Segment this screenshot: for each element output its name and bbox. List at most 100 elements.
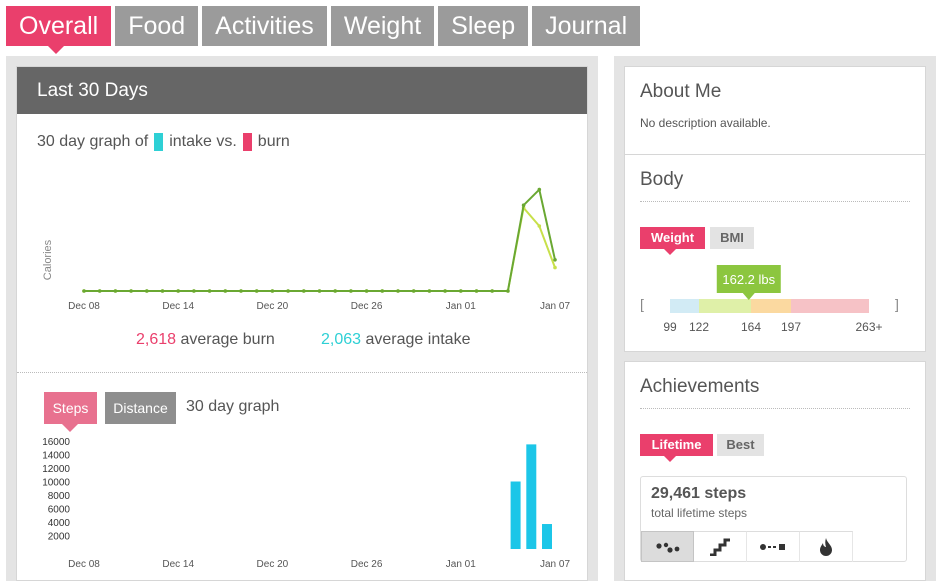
data-point-burn xyxy=(176,289,180,293)
data-point-burn xyxy=(490,289,495,293)
data-point-burn xyxy=(302,289,306,293)
weight-tab[interactable]: Weight xyxy=(640,227,705,255)
achievements-title: Achievements xyxy=(640,376,760,397)
data-point-intake xyxy=(553,265,557,270)
data-point-burn xyxy=(286,289,290,293)
series-line-burn xyxy=(84,187,556,292)
y-tick-label: 4000 xyxy=(48,518,71,529)
weight-value: 162.2 lbs xyxy=(722,272,775,287)
lifetime-tab[interactable]: Lifetime xyxy=(640,434,713,462)
data-point-burn xyxy=(254,289,259,293)
data-point-burn xyxy=(270,289,275,293)
scale-bracket-right: ] xyxy=(895,296,899,312)
flame-icon[interactable] xyxy=(800,531,853,562)
average-burn-label: average burn xyxy=(180,331,275,348)
stairs-icon[interactable] xyxy=(694,531,747,562)
data-point-burn xyxy=(129,289,133,293)
y-axis-label: Calories xyxy=(42,239,54,280)
tab-weight[interactable]: Weight xyxy=(330,6,435,46)
tab-sleep[interactable]: Sleep xyxy=(438,6,529,46)
data-point-burn xyxy=(364,289,369,293)
data-point-burn xyxy=(207,289,212,293)
weight-marker xyxy=(716,265,781,293)
overview-header: Last 30 Days xyxy=(17,67,587,114)
data-point-burn xyxy=(537,187,542,192)
data-point-burn xyxy=(506,289,510,293)
tab-journal[interactable]: Journal xyxy=(532,6,641,46)
y-tick-label: 16000 xyxy=(42,437,70,448)
scale-tick-label: 263+ xyxy=(855,320,882,334)
data-point-burn xyxy=(333,289,338,293)
weight-scale: [] 162.2 lbs 99 122 164 197 263+ xyxy=(640,265,899,334)
scale-band xyxy=(751,299,791,313)
best-tab[interactable]: Best xyxy=(717,434,764,456)
data-point-burn xyxy=(113,289,118,293)
about-card: About Me No description available. xyxy=(624,66,926,155)
steps-button[interactable]: Steps xyxy=(44,392,97,432)
x-tick-label: Dec 08 xyxy=(68,301,100,312)
data-point-burn xyxy=(474,289,479,293)
x-tick-label: Jan 01 xyxy=(446,559,476,570)
y-tick-label: 14000 xyxy=(42,451,70,462)
overview-panel: Last 30 Days 30 day graph of intake vs. … xyxy=(6,56,598,581)
steps-graph-title: 30 day graph xyxy=(186,398,280,415)
lifetime-steps-value: 29,461 xyxy=(651,485,700,502)
data-point-burn xyxy=(160,289,165,293)
x-tick-label: Jan 01 xyxy=(446,301,476,312)
x-tick-label: Dec 26 xyxy=(351,559,383,570)
data-point-burn xyxy=(443,289,447,293)
scale-band xyxy=(670,299,699,313)
tab-food[interactable]: Food xyxy=(115,6,199,46)
scale-band xyxy=(791,299,869,313)
intake-swatch xyxy=(154,133,164,151)
steps-chart: 2000 4000 6000 8000 10000 12000 14000 16000 Dec… xyxy=(42,437,570,570)
legend-prefix: 30 day graph of xyxy=(37,133,149,150)
lifetime-steps-subtitle: total lifetime steps xyxy=(651,506,748,520)
scale-band xyxy=(699,299,751,313)
steps-bar xyxy=(526,444,537,549)
achievement-icon-row xyxy=(641,531,853,562)
x-tick-label: Dec 08 xyxy=(68,559,100,570)
x-tick-label: Dec 14 xyxy=(162,301,194,312)
legend-burn: burn xyxy=(257,133,290,150)
calorie-chart: Calories Dec 08 Dec 14 Dec 20 Dec 26 Jan 01 J… xyxy=(42,187,570,312)
distance-icon[interactable] xyxy=(747,531,800,562)
steps-bar xyxy=(542,524,552,549)
average-intake-label: average intake xyxy=(365,331,471,348)
weight-marker-pointer xyxy=(742,293,755,300)
chart-legend: 30 day graph of intake vs. burn xyxy=(37,133,290,151)
data-point-burn xyxy=(192,289,196,293)
data-point-burn xyxy=(411,289,416,293)
body-divider xyxy=(640,201,910,202)
y-tick-label: 12000 xyxy=(42,464,70,475)
bmi-tab[interactable]: BMI xyxy=(710,227,754,249)
lifetime-steps-box: 29,461 steps total lifetime steps xyxy=(640,476,907,562)
steps-bar xyxy=(510,481,521,549)
data-point-burn xyxy=(396,289,400,293)
footsteps-icon[interactable] xyxy=(641,531,694,562)
data-point-burn xyxy=(459,289,463,293)
lifetime-steps-unit: steps xyxy=(704,485,747,502)
y-tick-label: 6000 xyxy=(48,505,71,516)
series-line-intake xyxy=(84,205,556,292)
section-divider xyxy=(17,372,587,373)
body-title: Body xyxy=(640,169,684,190)
data-point-burn xyxy=(521,203,526,207)
about-description: No description available. xyxy=(640,116,771,130)
scale-tick-label: 164 xyxy=(741,320,761,334)
data-point-burn xyxy=(145,289,149,293)
data-point-intake xyxy=(537,224,542,228)
burn-swatch xyxy=(242,133,252,151)
scale-tick-label: 122 xyxy=(689,320,709,334)
average-burn-value: 2,618 xyxy=(136,331,177,348)
x-tick-label: Dec 14 xyxy=(162,559,194,570)
data-point-burn xyxy=(82,289,86,293)
average-burn: 2,618 average burn xyxy=(136,331,275,349)
tab-overall[interactable]: Overall xyxy=(6,6,112,54)
scale-tick-label: 197 xyxy=(781,320,801,334)
distance-button[interactable]: Distance xyxy=(105,392,176,424)
y-tick-label: 2000 xyxy=(48,532,71,543)
average-intake: 2,063 average intake xyxy=(321,331,470,349)
body-card: Body Weight BMI [] 162.2 lbs 99 122 164 197… xyxy=(624,154,926,352)
tab-activities[interactable]: Activities xyxy=(202,6,327,46)
